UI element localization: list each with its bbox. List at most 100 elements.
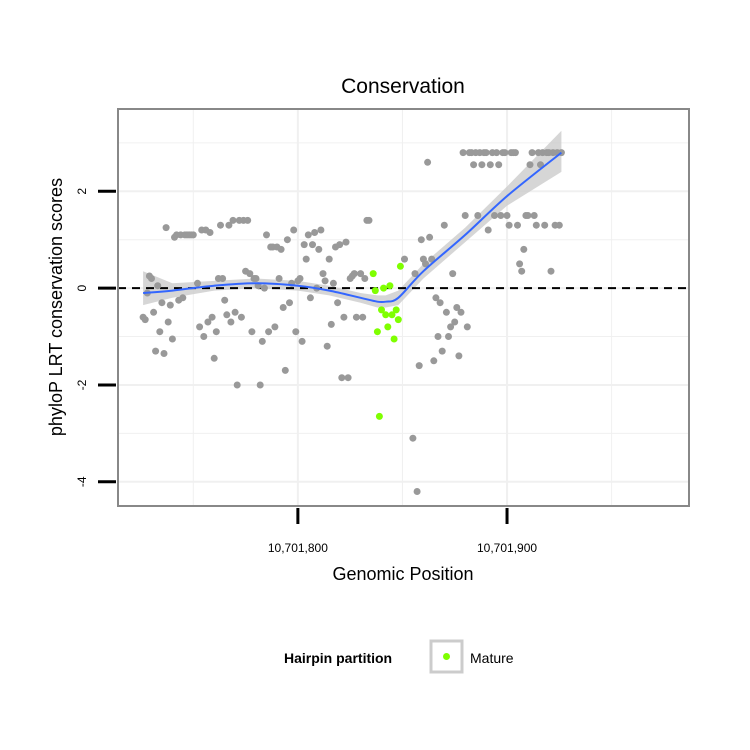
- data-point: [453, 304, 461, 311]
- data-point: [304, 231, 312, 239]
- data-point: [281, 366, 289, 374]
- data-point: [162, 224, 170, 232]
- mature-point: [384, 323, 392, 331]
- data-point: [357, 270, 365, 278]
- data-point: [168, 335, 176, 343]
- data-point: [212, 328, 220, 336]
- data-point: [342, 238, 350, 246]
- data-point: [528, 149, 536, 157]
- data-point: [217, 221, 224, 229]
- data-point: [334, 299, 342, 307]
- mature-point: [375, 412, 383, 420]
- data-point: [417, 236, 425, 244]
- data-point: [327, 320, 335, 328]
- y-axis: 2 0 -2 -4: [75, 188, 116, 487]
- data-point: [298, 337, 306, 345]
- data-point: [196, 323, 204, 331]
- data-point: [461, 212, 469, 219]
- data-point: [526, 161, 534, 169]
- data-point: [150, 308, 158, 316]
- data-point: [442, 308, 450, 316]
- data-point: [415, 362, 423, 370]
- data-point: [210, 354, 218, 362]
- data-point: [445, 333, 452, 340]
- data-point: [258, 337, 266, 345]
- data-point: [231, 308, 239, 316]
- data-point: [152, 347, 160, 355]
- data-point: [505, 221, 513, 229]
- data-point: [449, 270, 457, 278]
- data-point: [482, 149, 490, 157]
- data-point: [434, 333, 442, 340]
- data-point: [501, 149, 509, 157]
- data-point: [300, 241, 308, 249]
- data-point: [497, 212, 505, 219]
- data-point: [154, 282, 162, 290]
- chart-title: Conservation: [341, 75, 465, 98]
- data-point: [413, 488, 421, 495]
- panel-background: [118, 109, 689, 506]
- mature-point: [394, 316, 402, 324]
- x-tick-label: 10,701,800: [268, 541, 328, 555]
- data-point: [430, 357, 438, 365]
- data-point: [309, 241, 316, 249]
- data-point: [225, 221, 233, 229]
- x-axis: 10,701,800 10,701,900: [268, 508, 537, 555]
- y-tick-label: 0: [75, 284, 89, 291]
- data-point: [248, 328, 256, 336]
- data-point: [221, 296, 229, 304]
- legend: Hairpin partition Mature: [284, 639, 514, 674]
- data-point: [447, 323, 455, 331]
- data-point: [208, 313, 216, 321]
- data-point: [547, 267, 555, 275]
- data-point: [463, 323, 471, 331]
- y-axis-title: phyloP LRT conservation scores: [46, 178, 66, 436]
- data-point: [179, 294, 187, 302]
- data-point: [323, 342, 331, 350]
- data-point: [260, 284, 268, 292]
- data-point: [457, 308, 465, 316]
- data-point: [244, 216, 252, 224]
- data-point: [233, 381, 241, 389]
- data-point: [436, 299, 444, 307]
- data-point: [359, 313, 367, 321]
- data-point: [148, 275, 155, 282]
- data-point: [516, 260, 524, 268]
- mature-point: [369, 270, 377, 278]
- mature-point: [396, 262, 404, 270]
- y-tick-label: -2: [75, 379, 89, 390]
- data-point: [256, 381, 264, 389]
- data-point: [495, 161, 503, 169]
- data-point: [189, 231, 197, 239]
- mature-point: [390, 335, 398, 343]
- data-point: [319, 270, 327, 278]
- data-point: [424, 158, 432, 166]
- mature-point: [371, 287, 379, 295]
- data-point: [455, 352, 463, 360]
- legend-key-mature-point: [443, 653, 450, 660]
- y-tick-label: -4: [75, 476, 89, 487]
- data-point: [350, 270, 358, 278]
- data-point: [329, 279, 337, 287]
- data-point: [532, 221, 540, 229]
- data-point: [296, 275, 304, 282]
- mature-point: [380, 284, 388, 292]
- data-point: [237, 313, 245, 321]
- data-point: [541, 221, 549, 229]
- data-point: [336, 241, 344, 249]
- data-point: [306, 294, 314, 302]
- data-point: [491, 212, 498, 219]
- data-point: [219, 275, 227, 282]
- data-point: [474, 212, 482, 219]
- data-point: [229, 216, 237, 224]
- data-point: [530, 212, 538, 219]
- data-point: [478, 161, 486, 169]
- smooth-curve: [143, 151, 563, 304]
- data-point: [438, 347, 446, 355]
- data-point: [160, 350, 168, 357]
- data-point: [325, 255, 333, 263]
- legend-title: Hairpin partition: [284, 650, 392, 666]
- data-point: [315, 245, 323, 253]
- smooth-line: [143, 151, 563, 304]
